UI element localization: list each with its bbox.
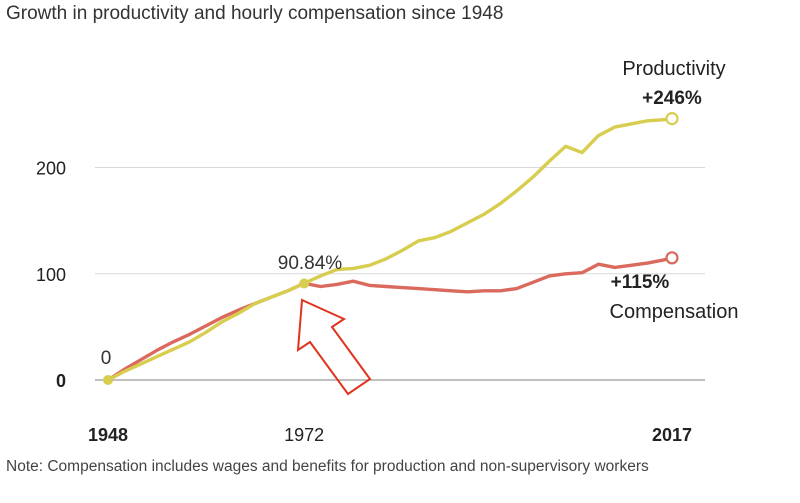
end-point-compensation [665,251,679,265]
gridlines [95,167,705,381]
y-tick-labels: 0 100 200 [36,159,66,392]
x-tick-label-2017: 2017 [652,425,692,445]
point-1972 [299,278,310,289]
chart-note: Note: Compensation includes wages and be… [6,458,649,475]
annotation-arrow-icon [296,298,372,396]
series-name-productivity: Productivity [622,58,725,80]
series-line-compensation [106,256,674,382]
x-tick-labels: 1948 1972 2017 [88,425,692,445]
x-tick-label-1948: 1948 [88,425,128,445]
end-point-productivity [665,112,679,126]
annotation-1972-value: 90.84% [278,253,343,274]
chart-title: Growth in productivity and hourly compen… [6,3,504,24]
series-name-compensation: Compensation [610,301,739,323]
x-tick-label-1972: 1972 [284,425,324,445]
annotation-zero: 0 [101,348,112,369]
series-end-label-productivity: +246% [642,88,702,109]
series-end-label-compensation: +115% [611,272,670,293]
y-tick-label-200: 200 [36,159,66,179]
start-point [103,375,113,385]
data-points [103,112,679,385]
y-tick-label-100: 100 [36,265,66,285]
series-line-productivity [106,116,674,382]
series-lines [106,116,674,382]
y-tick-label-0: 0 [56,371,66,391]
